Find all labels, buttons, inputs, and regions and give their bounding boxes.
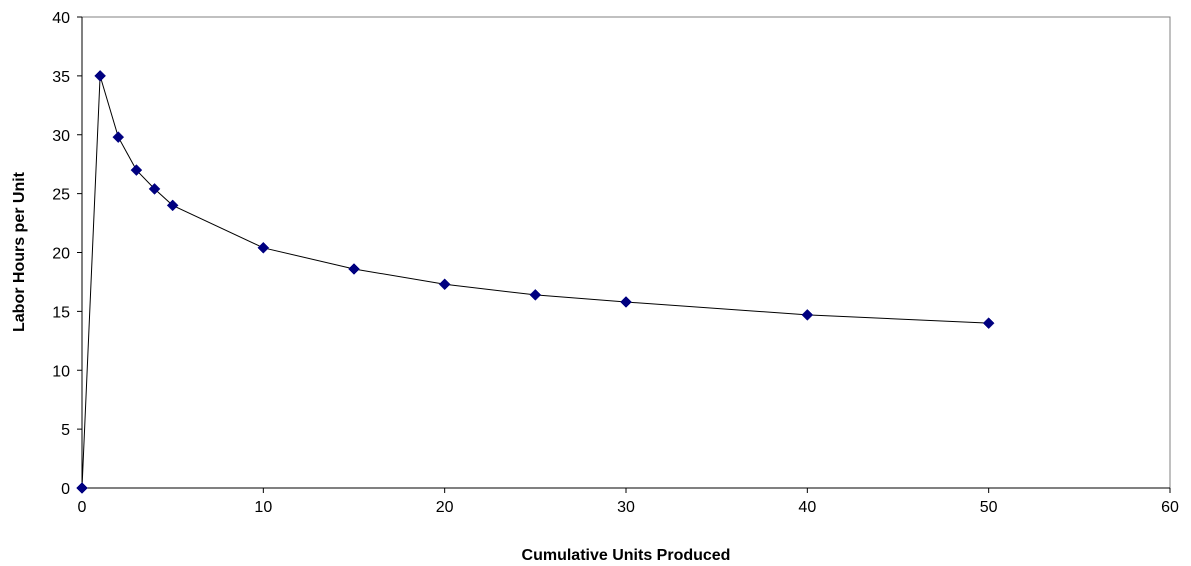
data-point-marker [982, 317, 995, 330]
data-point-marker [620, 296, 632, 308]
data-point-marker [112, 131, 125, 143]
x-tick-label: 30 [617, 499, 635, 516]
x-tick-label: 50 [980, 499, 998, 516]
x-tick-label: 40 [798, 499, 816, 516]
y-tick-label: 20 [52, 246, 70, 263]
x-axis-title: Cumulative Units Produced [522, 547, 731, 564]
x-tick-label: 20 [436, 499, 454, 516]
data-point-marker [94, 70, 106, 82]
x-tick-label: 60 [1161, 499, 1179, 516]
series-markers [76, 70, 995, 494]
y-tick-label: 5 [61, 422, 70, 439]
data-point-marker [130, 164, 143, 176]
data-point-marker [801, 309, 814, 321]
data-point-marker [76, 482, 88, 494]
y-tick-label: 25 [52, 187, 70, 204]
data-point-marker [148, 183, 161, 195]
y-axis-ticks: 0 5 10 15 20 25 30 35 40 [52, 10, 82, 498]
data-point-marker [166, 199, 179, 212]
data-point-marker [348, 263, 360, 275]
y-axis-title: Labor Hours per Unit [11, 171, 28, 332]
x-tick-label: 10 [254, 499, 272, 516]
y-tick-label: 15 [52, 304, 70, 321]
x-axis-ticks: 0 10 20 30 40 50 60 [78, 488, 1179, 516]
y-tick-label: 10 [52, 363, 70, 380]
data-point-marker [529, 289, 542, 301]
data-point-marker [438, 278, 451, 291]
y-tick-label: 0 [61, 481, 70, 498]
y-tick-label: 35 [52, 69, 70, 86]
y-tick-label: 30 [52, 128, 70, 145]
y-tick-label: 40 [52, 10, 70, 27]
data-point-marker [257, 241, 270, 254]
x-tick-label: 0 [78, 499, 87, 516]
plot-area [81, 16, 1171, 489]
